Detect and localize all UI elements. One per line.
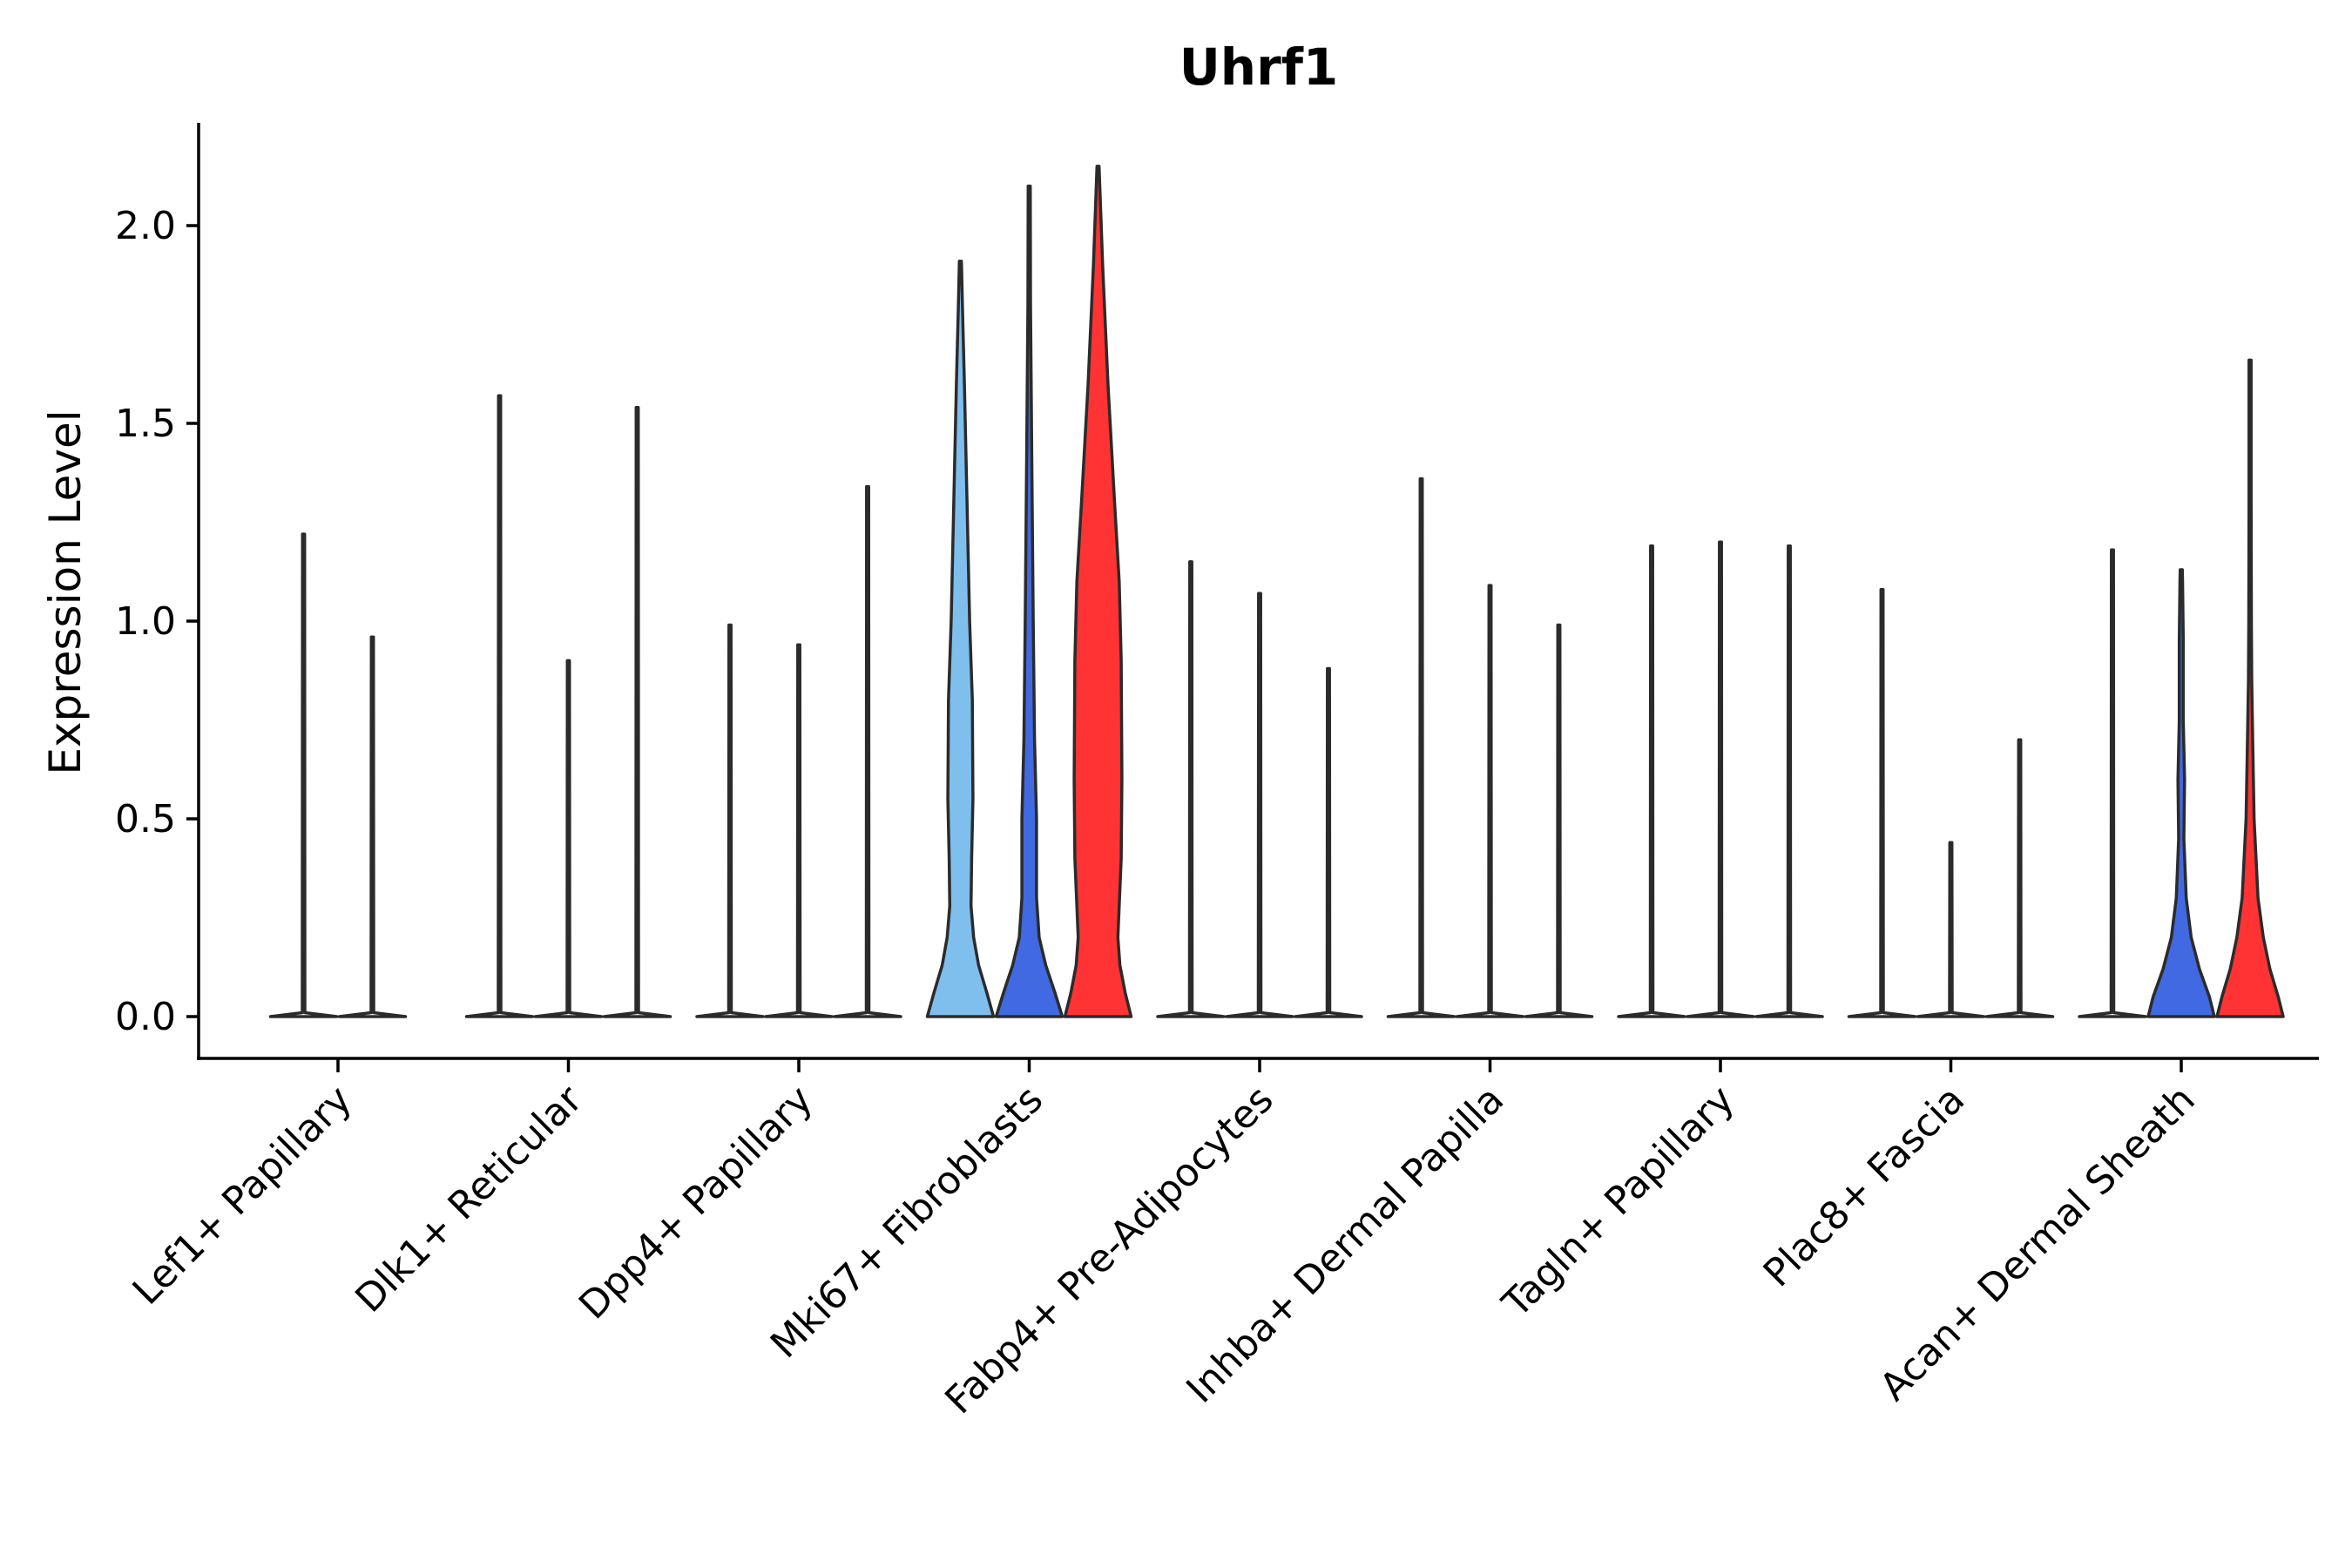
violin-8-2 (2215, 358, 2285, 1018)
violin-4-2 (1294, 666, 1363, 1018)
y-axis-ticks: 0.0 0.5 1.0 1.5 2.0 (115, 204, 199, 1039)
violin-7-1 (1916, 841, 1986, 1018)
y-tick-label: 1.0 (115, 599, 176, 644)
y-axis-title: Expression Level (40, 409, 91, 774)
violin-5-2 (1524, 623, 1594, 1018)
violin-layer (268, 165, 2285, 1018)
y-tick-label: 0.5 (115, 797, 176, 841)
violin-5-0 (1386, 476, 1456, 1018)
violin-2-0 (695, 623, 765, 1018)
violin-4-0 (1156, 560, 1226, 1018)
x-tick-label: Plac8+ Fascia (1755, 1078, 1974, 1296)
violin-3-0 (925, 260, 996, 1018)
violin-1-2 (602, 406, 672, 1018)
violin-0-1 (337, 635, 408, 1018)
violin-7-0 (1847, 587, 1917, 1018)
violin-5-1 (1455, 584, 1525, 1018)
violin-8-0 (2078, 548, 2147, 1018)
violin-3-2 (1063, 165, 1133, 1018)
violin-1-1 (533, 659, 604, 1018)
x-tick-label: Dpp4+ Papillary (571, 1078, 821, 1328)
x-tick-label: Dlk1+ Reticular (347, 1077, 591, 1321)
violin-1-0 (464, 394, 535, 1018)
y-tick-label: 2.0 (115, 204, 176, 248)
x-tick-label: Lef1+ Papillary (125, 1078, 361, 1314)
x-tick-label: Tagln+ Papillary (1494, 1078, 1743, 1327)
violin-3-1 (994, 184, 1064, 1018)
violin-2-1 (764, 643, 834, 1018)
y-tick-label: 0.0 (115, 995, 176, 1039)
violin-2-2 (833, 484, 902, 1018)
violin-6-1 (1686, 540, 1755, 1018)
violin-7-2 (1984, 738, 2055, 1018)
violin-0-0 (268, 532, 339, 1018)
chart-title: Uhrf1 (1179, 37, 1339, 97)
violin-6-2 (1754, 544, 1824, 1018)
violin-8-1 (2146, 568, 2216, 1018)
violin-4-1 (1225, 591, 1294, 1018)
violin-6-0 (1617, 544, 1686, 1018)
y-tick-label: 1.5 (115, 402, 176, 446)
